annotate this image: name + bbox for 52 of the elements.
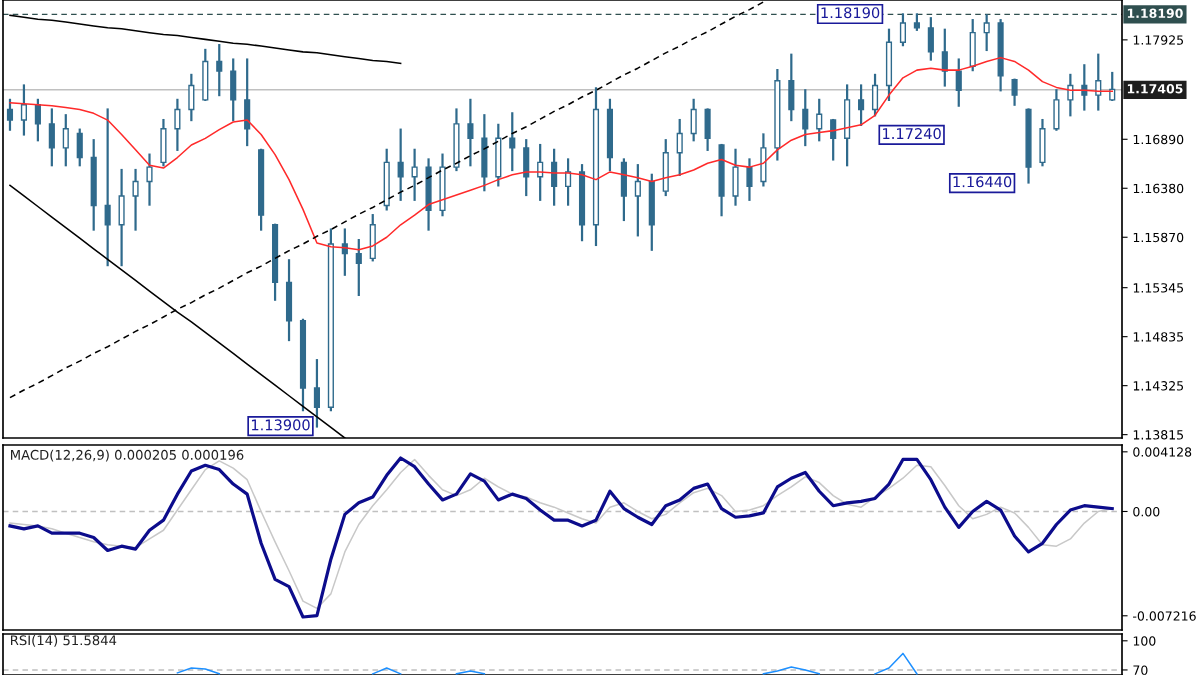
candlestick — [313, 359, 321, 428]
line-series — [9, 14, 402, 65]
candlestick — [397, 128, 404, 201]
annotation: 1.13900 — [251, 419, 310, 431]
y-tick-label: 1.17925 — [1133, 35, 1184, 45]
candlestick — [830, 118, 837, 161]
candlestick — [941, 28, 948, 87]
y-tick-label: 0.004128 — [1133, 447, 1192, 457]
candlestick — [858, 84, 865, 126]
y-tick-label: 0.00 — [1133, 506, 1160, 517]
candlestick — [467, 98, 474, 167]
y-tick-label: 1.16890 — [1133, 134, 1184, 145]
chart-title: RSI(14) 51.5844 — [11, 635, 117, 647]
candlestick — [899, 13, 907, 47]
candlestick — [411, 148, 418, 201]
candlestick — [509, 112, 516, 172]
candlestick — [676, 118, 683, 176]
candlestick — [355, 239, 362, 296]
y-tick-label: 1.14325 — [1133, 381, 1184, 391]
y-tick-label: 1.15870 — [1133, 232, 1184, 243]
candlestick — [62, 114, 69, 167]
candlestick — [802, 89, 809, 147]
y-tick-label: 100 — [1133, 636, 1156, 646]
candlestick — [1011, 78, 1018, 106]
candlestick — [955, 58, 962, 107]
candlestick — [634, 164, 641, 237]
annotation: 1.16440 — [953, 176, 1012, 188]
candlestick — [983, 14, 990, 52]
annotation: 1.17240 — [883, 128, 941, 140]
chart-title: MACD(12,26,9) 0.000205 0.000196 — [11, 449, 244, 462]
candlestick — [1081, 64, 1088, 111]
candlestick — [132, 168, 139, 231]
candlestick — [1067, 73, 1074, 117]
candlestick — [816, 98, 823, 142]
y-tick-label: 70 — [1133, 665, 1148, 675]
candlestick — [216, 44, 223, 97]
candlestick — [6, 98, 14, 131]
y-tick-label: 1.15345 — [1133, 283, 1184, 293]
y-tick-label: 1.13815 — [1133, 430, 1184, 440]
ref-line-label: 1.18190 — [1127, 8, 1183, 19]
y-tick-label: 1.16380 — [1133, 183, 1184, 194]
candlestick — [1109, 71, 1116, 101]
ref-line-label: 1.17405 — [1127, 83, 1183, 94]
candlestick — [146, 153, 153, 206]
candlestick — [746, 158, 753, 201]
y-tick-label: -0.007216 — [1133, 611, 1196, 621]
candlestick — [34, 98, 41, 142]
y-tick-label: 1.14835 — [1133, 332, 1184, 342]
candlestick — [104, 108, 111, 267]
candlestick — [174, 98, 181, 151]
candlestick — [20, 84, 27, 136]
annotation: 1.18190 — [821, 7, 880, 19]
